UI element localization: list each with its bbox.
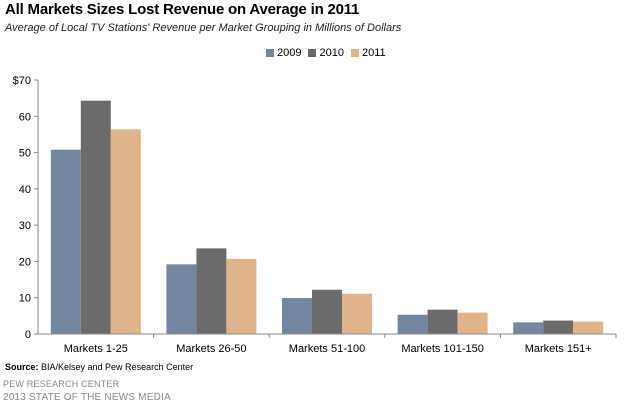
source-text: BIA/Kelsey and Pew Research Center	[38, 362, 194, 372]
org-name: PEW RESEARCH CENTER	[3, 379, 120, 389]
bar	[166, 264, 197, 334]
report-name: 2013 STATE OF THE NEWS MEDIA	[3, 392, 171, 403]
bar	[427, 309, 458, 334]
y-tick-label: 60	[19, 111, 31, 123]
bar-chart: 0 10 20 30 40 50 60 $70 Markets 1-25 Markets 26-5…	[13, 75, 617, 355]
bar	[312, 289, 342, 334]
x-tick-label: Markets 101-150	[401, 343, 484, 355]
bar	[513, 322, 544, 334]
bar	[457, 312, 488, 334]
source-note: Source: BIA/Kelsey and Pew Research Cent…	[5, 362, 193, 372]
bar	[226, 258, 257, 334]
y-tick-label: 0	[25, 329, 31, 341]
bar	[50, 149, 81, 334]
bar	[80, 100, 111, 334]
bar	[543, 320, 574, 334]
x-tick-label: Markets 1-25	[64, 343, 128, 355]
legend-item-2010: 2010	[308, 47, 344, 59]
legend-swatch-2009	[266, 49, 274, 57]
bar	[110, 129, 141, 334]
y-tick-label: 10	[19, 293, 31, 305]
y-tick-label: 50	[19, 148, 31, 160]
x-tick-label: Markets 51-100	[289, 343, 365, 355]
bar	[397, 314, 428, 334]
y-tick-label: 30	[19, 220, 31, 232]
legend-item-2009: 2009	[266, 47, 301, 59]
x-tick-label: Markets 26-50	[176, 343, 246, 355]
y-tick-label: 20	[19, 256, 31, 268]
bar	[573, 321, 604, 334]
source-label: Source:	[5, 362, 39, 372]
chart-title: All Markets Sizes Lost Revenue on Averag…	[5, 1, 360, 18]
x-tick-label: Markets 151+	[525, 343, 592, 355]
chart-legend: 2009 2010 2011	[266, 47, 393, 59]
y-tick-label: $70	[13, 75, 31, 87]
legend-label-2010: 2010	[319, 47, 344, 59]
y-tick-label: 40	[19, 184, 31, 196]
bar	[342, 293, 372, 334]
legend-label-2009: 2009	[277, 47, 302, 59]
legend-item-2011: 2011	[350, 47, 386, 59]
bar	[196, 248, 227, 334]
legend-label-2011: 2011	[361, 47, 386, 59]
chart-subtitle: Average of Local TV Stations' Revenue pe…	[5, 22, 402, 34]
legend-swatch-2011	[350, 49, 359, 57]
bar	[282, 298, 312, 334]
legend-swatch-2010	[308, 49, 317, 57]
